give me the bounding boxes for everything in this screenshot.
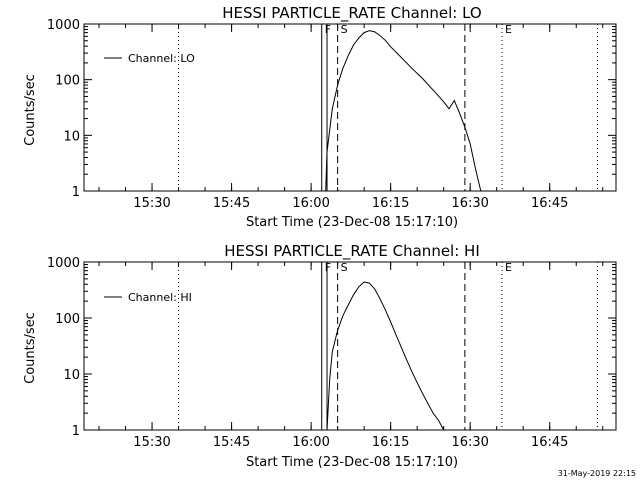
marker-label: S — [341, 23, 348, 36]
marker-label: S — [341, 261, 348, 274]
x-tick-label: 16:15 — [372, 435, 409, 450]
x-tick-label: 15:45 — [213, 435, 250, 450]
timestamp-stamp: 31-May-2019 22:15 — [558, 469, 636, 478]
figure-background — [0, 0, 640, 480]
x-tick-label: 16:30 — [451, 435, 488, 450]
x-tick-label: 16:00 — [292, 435, 329, 450]
y-axis-label: Counts/sec — [23, 74, 38, 146]
x-axis-label: Start Time (23-Dec-08 15:17:10) — [246, 215, 458, 230]
figure: HESSI PARTICLE_RATE Channel: LO 15:30 15:… — [0, 0, 640, 480]
legend-label: Channel: HI — [128, 291, 192, 304]
x-tick-label: 15:30 — [133, 196, 170, 211]
marker-label: E — [505, 23, 512, 36]
x-tick-label: 16:00 — [292, 196, 329, 211]
y-tick-label: 100 — [55, 312, 80, 327]
marker-label: F — [325, 23, 331, 36]
chart-title: HESSI PARTICLE_RATE Channel: HI — [224, 242, 480, 261]
y-tick-label: 1 — [72, 185, 80, 200]
y-tick-label: 1 — [72, 424, 80, 439]
y-tick-label: 100 — [55, 74, 80, 89]
marker-label: F — [325, 261, 331, 274]
y-tick-label: 1000 — [47, 18, 80, 33]
legend-label: Channel: LO — [128, 52, 195, 65]
x-tick-label: 15:45 — [213, 196, 250, 211]
x-axis-label: Start Time (23-Dec-08 15:17:10) — [246, 455, 458, 470]
y-tick-label: 10 — [63, 368, 80, 383]
x-tick-label: 16:45 — [531, 435, 568, 450]
chart-title: HESSI PARTICLE_RATE Channel: LO — [222, 4, 481, 23]
marker-label: E — [505, 261, 512, 274]
y-axis-label: Counts/sec — [23, 312, 38, 384]
x-tick-label: 16:15 — [372, 196, 409, 211]
x-tick-label: 15:30 — [133, 435, 170, 450]
y-tick-label: 1000 — [47, 256, 80, 271]
y-tick-label: 10 — [63, 129, 80, 144]
x-tick-label: 16:30 — [451, 196, 488, 211]
x-tick-label: 16:45 — [531, 196, 568, 211]
